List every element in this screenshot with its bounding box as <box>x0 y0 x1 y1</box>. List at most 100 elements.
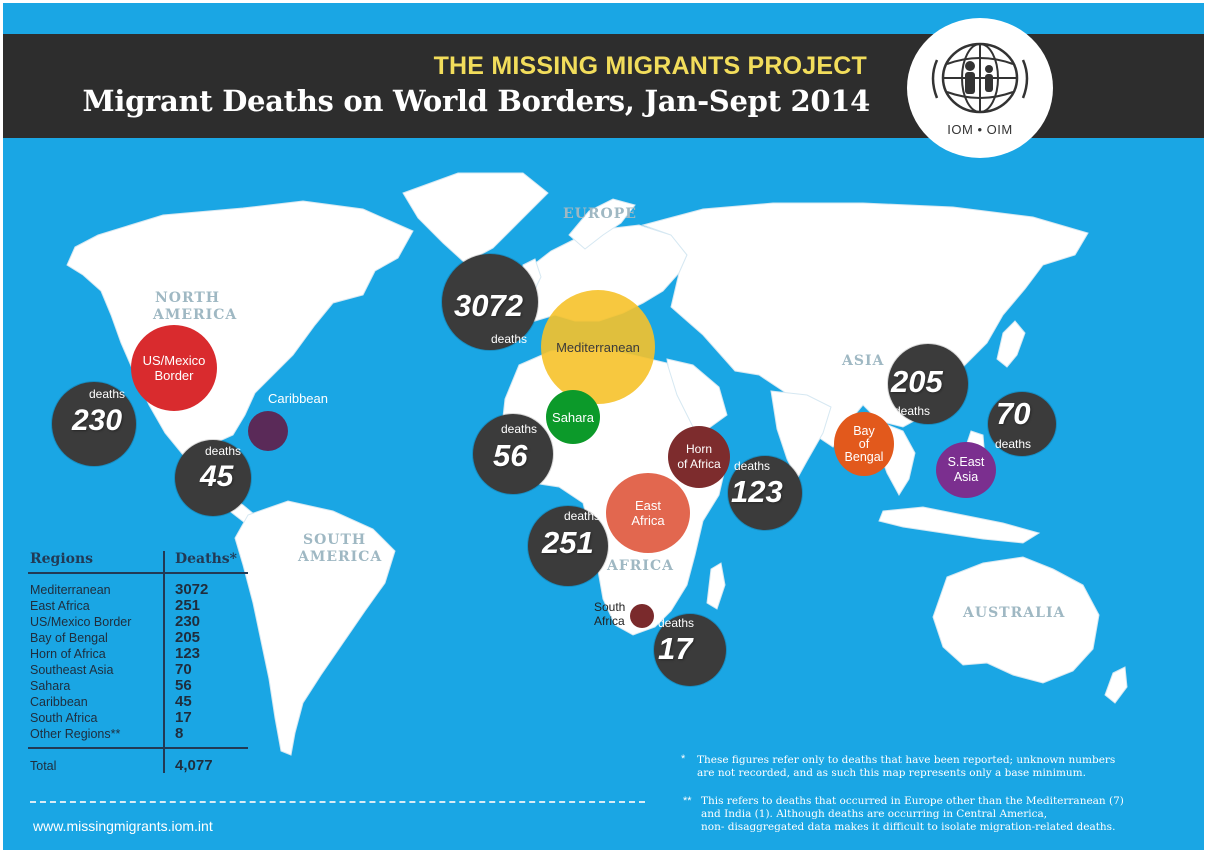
region-label-bengal-2: of <box>858 436 870 451</box>
legend-region-name: Bay of Bengal <box>30 631 108 645</box>
australia-shape <box>932 556 1100 684</box>
footnote-2-mark: ** <box>683 795 692 807</box>
legend-total-rule <box>28 747 248 749</box>
region-east-africa: East Africa <box>606 473 690 553</box>
legend-region-deaths: 3072 <box>175 581 209 598</box>
region-mediterranean: Mediterranean <box>541 290 655 404</box>
count-bubble-east-africa: deaths 251 <box>528 506 608 586</box>
count-bubble-caribbean: deaths 45 <box>175 440 251 516</box>
footer-divider <box>30 801 645 803</box>
region-label-east-africa-2: Africa <box>631 513 665 528</box>
region-caribbean <box>248 411 288 451</box>
legend-region-name: South Africa <box>30 711 98 725</box>
continent-label-south-america-1: SOUTH <box>303 532 367 548</box>
legend-region-deaths: 17 <box>175 709 192 726</box>
legend-region-deaths: 123 <box>175 645 201 662</box>
region-label-us-mexico-2: Border <box>154 368 194 383</box>
count-us-mexico: 230 <box>72 404 123 437</box>
legend-region-name: Sahara <box>30 679 71 693</box>
legend-row: US/Mexico Border 230 <box>28 613 250 631</box>
continent-label-north-america-2: AMERICA <box>153 307 238 323</box>
region-horn-of-africa: Horn of Africa <box>668 426 730 488</box>
count-south-africa: 17 <box>658 631 693 666</box>
legend-region-deaths: 251 <box>175 597 201 614</box>
legend-row: East Africa 251 <box>28 597 250 615</box>
legend-row: Horn of Africa 123 <box>28 645 250 663</box>
new-zealand-shape <box>1104 666 1128 704</box>
region-label-horn-2: of Africa <box>677 457 721 471</box>
deaths-label: deaths <box>734 459 771 473</box>
deaths-label: deaths <box>501 422 538 436</box>
footnote-2: This refers to deaths that occurred in E… <box>701 795 1124 834</box>
footnote-1: These figures refer only to deaths that … <box>697 754 1115 780</box>
indonesia-shape <box>878 506 1041 544</box>
greenland-shape <box>402 172 549 264</box>
count-horn-of-africa: 123 <box>731 474 783 509</box>
region-label-bengal-1: Bay <box>853 423 875 438</box>
legend-row: South Africa 17 <box>28 709 250 727</box>
count-bubble-south-africa: deaths 17 <box>654 614 726 686</box>
region-label-seasia-2: Asia <box>953 470 979 484</box>
region-label-south-africa-1: South <box>594 600 626 614</box>
madagascar-shape <box>706 562 726 610</box>
footnote-1-line-1: These figures refer only to deaths that … <box>697 754 1116 766</box>
legend-region-name: Other Regions** <box>30 727 121 741</box>
logo-text: IOM • OIM <box>947 122 1013 137</box>
count-bubble-mediterranean: 3072 deaths <box>442 254 538 350</box>
region-us-mexico: US/Mexico Border <box>131 325 217 411</box>
legend-column-divider <box>163 551 165 773</box>
legend-header-regions: Regions <box>30 551 94 567</box>
footnote-2-line-3: non- disaggregated data makes it difficu… <box>701 821 1116 833</box>
count-bubble-bay-of-bengal: 205 deaths <box>888 344 968 424</box>
deaths-label: deaths <box>658 616 695 630</box>
deaths-label: deaths <box>491 332 528 346</box>
count-bubble-sahara: deaths 56 <box>473 414 553 494</box>
footnote-1-line-2: are not recorded, and as such this map r… <box>697 767 1086 779</box>
legend-region-deaths: 230 <box>175 613 201 630</box>
scandinavia-shape <box>568 198 636 250</box>
region-label-south-africa-2: Africa <box>594 614 625 628</box>
deaths-label: deaths <box>205 444 242 458</box>
region-label-caribbean: Caribbean <box>268 391 328 406</box>
count-bubble-horn-of-africa: deaths 123 <box>728 456 802 530</box>
legend-row: Caribbean 45 <box>28 693 250 711</box>
deaths-label: deaths <box>564 509 601 523</box>
region-label-bengal-3: Bengal <box>844 449 884 464</box>
region-label-us-mexico-1: US/Mexico <box>142 353 206 368</box>
legend-row: Bay of Bengal 205 <box>28 629 250 647</box>
legend-row: Sahara 56 <box>28 677 250 695</box>
project-title: THE MISSING MIGRANTS PROJECT <box>433 52 867 80</box>
legend-row: Mediterranean 3072 <box>28 581 250 599</box>
continent-label-europe: EUROPE <box>563 206 637 222</box>
website-link[interactable]: www.missingmigrants.iom.int <box>33 818 213 834</box>
region-label-seasia-1: S.East <box>947 455 985 469</box>
legend-region-deaths: 45 <box>175 693 192 710</box>
footnote-2-line-2: and India (1). Although deaths are occur… <box>701 808 1048 820</box>
legend-region-deaths: 56 <box>175 677 192 694</box>
region-sahara: Sahara <box>546 390 600 444</box>
legend-region-deaths: 70 <box>175 661 192 678</box>
continent-label-south-america-2: AMERICA <box>298 549 383 565</box>
region-label-south-africa: South Africa <box>594 600 625 628</box>
count-mediterranean: 3072 <box>454 288 523 323</box>
legend-row: Southeast Asia 70 <box>28 661 250 679</box>
legend-total-label: Total <box>30 759 57 773</box>
region-southeast-asia: S.East Asia <box>936 442 996 498</box>
legend-region-deaths: 205 <box>175 629 201 646</box>
continent-label-africa: AFRICA <box>607 558 674 574</box>
legend-region-name: Caribbean <box>30 695 88 709</box>
region-label-sahara: Sahara <box>552 409 594 425</box>
legend-region-name: US/Mexico Border <box>30 615 132 629</box>
legend-region-name: East Africa <box>30 599 90 613</box>
continent-label-australia: AUSTRALIA <box>963 605 1066 621</box>
deaths-label: deaths <box>894 404 931 418</box>
footnote-2-line-1: This refers to deaths that occurred in E… <box>701 795 1124 807</box>
legend-row: Other Regions** 8 <box>28 725 250 743</box>
south-america-shape <box>234 500 396 756</box>
region-label-mediterranean: Mediterranean <box>556 339 640 355</box>
legend-total-value: 4,077 <box>175 757 213 774</box>
count-bubble-us-mexico: deaths 230 <box>52 382 136 466</box>
count-east-africa: 251 <box>542 525 594 560</box>
iom-logo: IOM • OIM <box>907 18 1053 158</box>
